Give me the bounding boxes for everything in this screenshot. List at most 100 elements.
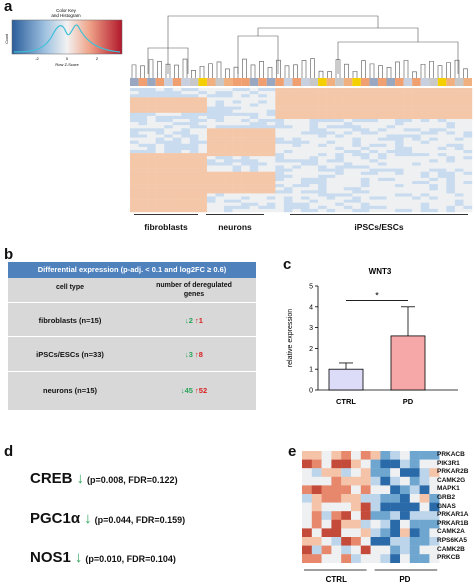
heatmap-cell (138, 143, 148, 148)
heatmap-cell (318, 91, 327, 95)
column-color-cell (164, 78, 173, 86)
heatmap-cell (446, 91, 456, 95)
heatmap-cell (318, 177, 327, 182)
heatmap-cell (292, 159, 302, 163)
heatmap-cell (386, 140, 396, 144)
heatmap-cell (309, 106, 319, 110)
heatmap-cell (377, 184, 387, 188)
heatmap-cell (309, 125, 319, 129)
heatmap-cell (318, 128, 327, 132)
heatmap-cell (302, 476, 312, 486)
heatmap-cell (155, 153, 165, 157)
heatmap-cell (395, 162, 404, 166)
heatmap-cell (275, 193, 285, 197)
heatmap-cell (301, 156, 310, 160)
heatmap-cell (395, 202, 404, 206)
heatmap-cell (198, 140, 208, 144)
heatmap-cell (241, 177, 250, 182)
heatmap-cell (395, 196, 404, 200)
heatmap-cell (377, 122, 387, 126)
heatmap-cell (130, 103, 139, 107)
heatmap-cell (352, 91, 362, 95)
heatmap-cell (249, 137, 259, 141)
heatmap-cell (386, 131, 396, 135)
heatmap-cell (266, 187, 276, 191)
heatmap-cell (454, 97, 464, 101)
heatmap-cell (437, 174, 447, 179)
heatmap-cell (301, 128, 310, 132)
heatmap-cell (198, 137, 208, 141)
heatmap-cell (380, 459, 391, 469)
heatmap-cell (380, 468, 391, 477)
heatmap-cell (446, 134, 456, 138)
heatmap-cell (395, 122, 404, 126)
heatmap-cell (241, 128, 250, 132)
heatmap-cell (266, 112, 276, 117)
heatmap-cell (377, 153, 387, 157)
heatmap-cell (241, 187, 250, 191)
heatmap-cell (164, 134, 173, 138)
heatmap-cell (437, 128, 447, 132)
heatmap-cell (331, 519, 342, 529)
heatmap-cell (283, 140, 293, 144)
column-color-cell (352, 78, 361, 86)
heatmap-cell (215, 184, 225, 188)
heatmap-cell (437, 146, 447, 151)
heatmap-cell (189, 115, 199, 120)
heatmap-cell (454, 140, 464, 144)
heatmap-cell (318, 162, 327, 166)
heatmap-cell (147, 109, 156, 113)
heatmap-cell (311, 528, 322, 538)
heatmap-cell (147, 159, 156, 163)
gene-name: CREB (30, 470, 73, 487)
heatmap-cell (331, 537, 342, 546)
heatmap-cell (412, 103, 421, 107)
gene-row-nos1: NOS1 ↓ (p=0.010, FDR=0.104) (30, 549, 176, 569)
heatmap-cell (189, 91, 199, 95)
heatmap-cell (249, 174, 259, 179)
heatmap-cell (301, 181, 310, 185)
heatmap-cell (420, 184, 430, 188)
heatmap-cell (147, 150, 156, 154)
heatmap-cell (390, 519, 401, 529)
heatmap-cell (386, 168, 396, 172)
heatmap-cell (206, 91, 216, 95)
heatmap-cell (147, 112, 156, 117)
heatmap-cell (232, 115, 242, 120)
heatmap-cell (454, 131, 464, 135)
heatmap-cell (164, 115, 173, 120)
heatmap-cell (446, 100, 456, 104)
heatmap-cell (292, 128, 302, 132)
heatmap-cell (241, 131, 250, 135)
heatmap-cell (241, 125, 250, 129)
heatmap-cell (301, 202, 310, 206)
heatmap-cell (258, 137, 267, 141)
heatmap-cell (275, 131, 285, 135)
heatmap-cell (258, 109, 267, 113)
heatmap-cell (420, 97, 430, 101)
heatmap-cell (446, 137, 456, 141)
heatmap-cell (360, 181, 370, 185)
heatmap-cell (249, 199, 259, 203)
heatmap-cell (206, 125, 216, 129)
heatmap-cell (403, 131, 413, 135)
heatmap-cell (198, 119, 208, 123)
heatmap-cell (318, 140, 327, 144)
heatmap-cell (309, 119, 319, 123)
heatmap-cell (437, 202, 447, 206)
heatmap-cell (412, 115, 421, 120)
heatmap-cell (130, 156, 139, 160)
heatmap-cell (164, 140, 173, 144)
heatmap-cell (215, 103, 225, 107)
heatmap-cell (301, 165, 310, 169)
heatmap-cell (258, 177, 267, 182)
heatmap-cell (377, 131, 387, 135)
heatmap-cell (224, 199, 233, 203)
heatmap-cell (164, 146, 173, 151)
heatmap-cell (311, 511, 322, 520)
heatmap-cell (403, 112, 413, 117)
heatmap-cell (386, 91, 396, 95)
heatmap-cell (429, 485, 440, 495)
heatmap-cell (409, 511, 420, 520)
heatmap-cell (138, 109, 148, 113)
